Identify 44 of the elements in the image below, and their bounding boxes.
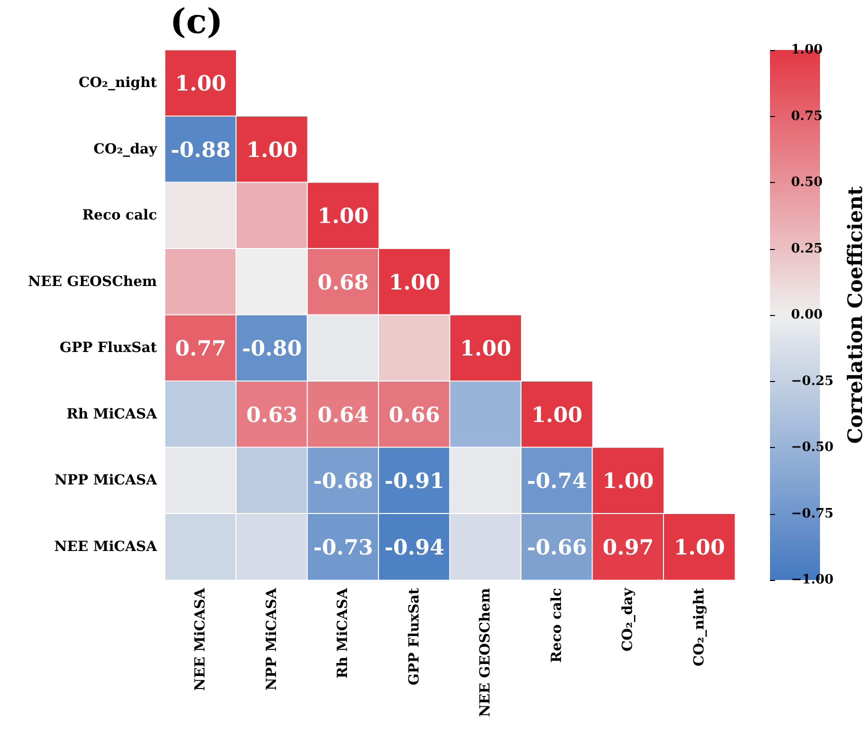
color-bar-label: −0.50 xyxy=(791,440,834,455)
data-label: -0.74 xyxy=(526,468,587,494)
color-bar-title: Correlation Coefficient xyxy=(843,185,866,444)
x-tick-label: GPP FluxSat xyxy=(406,587,422,686)
y-tick-label: NPP MiCASA xyxy=(54,472,158,489)
data-label: 1.00 xyxy=(388,269,440,294)
color-bar-label: 0.00 xyxy=(791,308,823,322)
data-label: -0.88 xyxy=(170,136,231,162)
color-bar-label: 0.50 xyxy=(791,175,823,190)
data-label: -0.68 xyxy=(313,468,374,494)
data-label: 0.97 xyxy=(602,534,654,560)
x-tick-label: CO₂_day xyxy=(620,587,636,652)
data-label: 0.66 xyxy=(388,402,440,427)
data-label: -0.66 xyxy=(526,534,587,560)
data-label: 1.00 xyxy=(602,468,654,494)
data-label: 1.00 xyxy=(531,402,582,427)
data-label: -0.73 xyxy=(313,534,374,560)
x-tick-label: NPP MiCASA xyxy=(264,586,280,691)
y-tick-label: CO₂_night xyxy=(78,75,158,92)
data-label: -0.91 xyxy=(384,468,444,494)
data-label: -0.80 xyxy=(242,336,302,361)
color-bar-label: −0.25 xyxy=(791,374,834,389)
data-label: -0.94 xyxy=(384,534,444,560)
data-label: 1.00 xyxy=(460,336,512,361)
y-tick-label: Rh MiCASA xyxy=(66,406,158,422)
x-tick-label: NEE GEOSChem xyxy=(478,588,494,717)
chart-title: (c) xyxy=(170,2,223,42)
y-tick-label: GPP FluxSat xyxy=(60,340,158,356)
data-label: 0.63 xyxy=(246,402,298,427)
data-label: 1.00 xyxy=(246,136,298,162)
data-label: 1.00 xyxy=(674,534,725,560)
x-tick-label: Rh MiCASA xyxy=(335,586,352,678)
y-tick-label: NEE GEOSChem xyxy=(28,274,158,290)
data-label: 1.00 xyxy=(175,70,226,96)
data-label: 0.64 xyxy=(318,402,369,427)
y-tick-label: NEE MiCASA xyxy=(54,538,158,555)
data-label: 0.68 xyxy=(318,269,369,294)
y-tick-label: CO₂_day xyxy=(94,141,158,158)
x-tick-label: CO₂_night xyxy=(691,587,708,666)
y-tick-label: Reco calc xyxy=(82,208,157,224)
color-bar-label: 0.25 xyxy=(791,241,823,256)
data-label: 0.77 xyxy=(175,336,226,361)
x-tick-label: Reco calc xyxy=(548,588,565,663)
data-label: 1.00 xyxy=(318,203,369,228)
